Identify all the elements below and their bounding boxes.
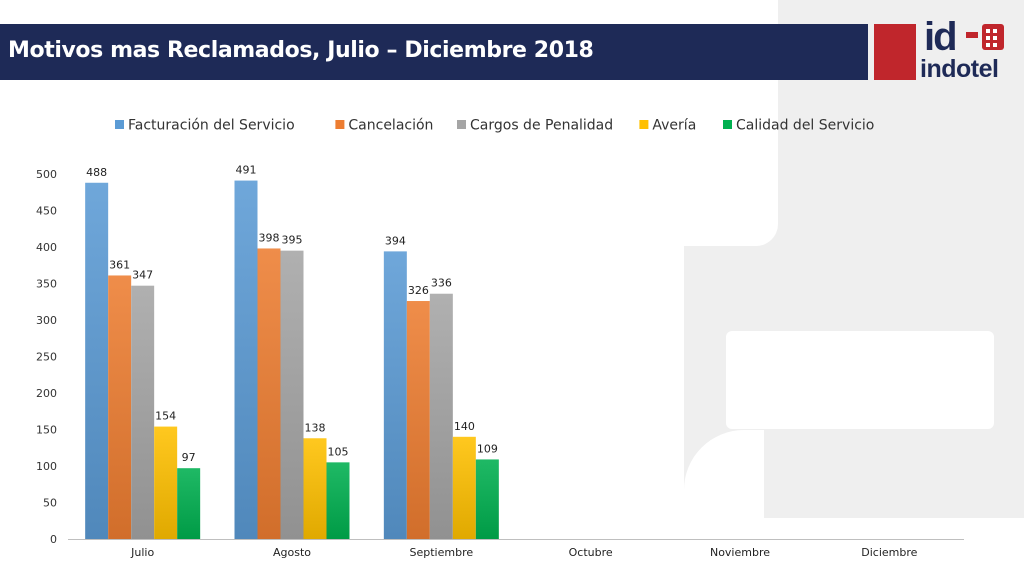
data-label-averia-julio: 154 bbox=[155, 410, 176, 423]
x-tick-label-julio: Julio bbox=[130, 546, 154, 559]
logo-grid-icon bbox=[966, 24, 1004, 50]
bar-averia-agosto bbox=[303, 438, 327, 539]
data-label-cargos-de-penalidad-julio: 347 bbox=[132, 269, 153, 282]
x-tick-label-agosto: Agosto bbox=[273, 546, 311, 559]
y-axis: 0 50 100 150 200 250 300 350 400 450 500 bbox=[36, 168, 57, 546]
bar-averia-septiembre bbox=[452, 436, 476, 539]
data-label-facturacion-del-servicio-septiembre: 394 bbox=[385, 234, 406, 247]
legend-label-facturacion-del-servicio: Facturación del Servicio bbox=[128, 118, 295, 134]
title-bar bbox=[0, 24, 868, 80]
legend-swatch-cancelacion bbox=[335, 120, 345, 129]
data-label-facturacion-del-servicio-agosto: 491 bbox=[236, 164, 257, 177]
legend-swatch-facturacion-del-servicio bbox=[115, 120, 124, 129]
bar-cargos-de-penalidad-agosto bbox=[280, 250, 304, 539]
indotel-logo: id indotel bbox=[920, 16, 1010, 84]
y-tick-label: 100 bbox=[36, 460, 57, 473]
y-tick-label: 50 bbox=[43, 497, 57, 510]
legend-label-averia: Avería bbox=[652, 118, 696, 134]
x-tick-label-diciembre: Diciembre bbox=[861, 546, 917, 559]
legend-swatch-cargos-de-penalidad bbox=[457, 120, 466, 129]
y-tick-label: 450 bbox=[36, 205, 57, 218]
data-label-cancelacion-septiembre: 326 bbox=[408, 284, 429, 297]
bar-cargos-de-penalidad-septiembre bbox=[429, 293, 453, 539]
y-tick-label: 200 bbox=[36, 387, 57, 400]
logo-red-block bbox=[874, 24, 916, 80]
background-white-bottom-right bbox=[684, 518, 1024, 576]
bar-facturacion-del-servicio-agosto bbox=[234, 180, 258, 539]
bar-calidad-del-servicio-agosto bbox=[326, 462, 350, 539]
y-tick-label: 500 bbox=[36, 168, 57, 181]
x-tick-label-octubre: Octubre bbox=[569, 546, 613, 559]
y-tick-label: 150 bbox=[36, 424, 57, 437]
data-label-cancelacion-julio: 361 bbox=[109, 258, 130, 271]
data-label-calidad-del-servicio-agosto: 105 bbox=[328, 445, 349, 458]
bar-cancelacion-septiembre bbox=[406, 301, 430, 539]
data-label-facturacion-del-servicio-julio: 488 bbox=[86, 166, 107, 179]
bar-averia-julio bbox=[154, 426, 178, 539]
bars bbox=[85, 180, 499, 539]
bar-cancelacion-agosto bbox=[257, 248, 281, 539]
x-axis: Julio Agosto Septiembre Octubre Noviembre Dic… bbox=[68, 539, 964, 559]
data-label-cancelacion-agosto: 398 bbox=[259, 231, 280, 244]
y-tick-label: 250 bbox=[36, 351, 57, 364]
data-label-cargos-de-penalidad-septiembre: 336 bbox=[431, 277, 452, 290]
data-label-cargos-de-penalidad-agosto: 395 bbox=[282, 234, 303, 247]
chart-legend: Facturación del Servicio Cancelación Cargo… bbox=[115, 118, 874, 134]
bar-facturacion-del-servicio-julio bbox=[85, 182, 109, 539]
background-card bbox=[726, 331, 994, 429]
bar-calidad-del-servicio-septiembre bbox=[475, 459, 499, 539]
y-tick-label: 400 bbox=[36, 241, 57, 254]
logo-wordmark: indotel bbox=[920, 55, 999, 83]
legend-swatch-averia bbox=[639, 120, 649, 129]
legend-label-cargos-de-penalidad: Cargos de Penalidad bbox=[470, 118, 613, 134]
legend-label-calidad-del-servicio: Calidad del Servicio bbox=[736, 118, 874, 134]
data-label-calidad-del-servicio-septiembre: 109 bbox=[477, 442, 498, 455]
bar-calidad-del-servicio-julio bbox=[177, 468, 201, 539]
legend-label-cancelacion: Cancelación bbox=[348, 118, 433, 134]
bar-facturacion-del-servicio-septiembre bbox=[383, 251, 407, 539]
bar-cancelacion-julio bbox=[108, 275, 132, 539]
bar-cargos-de-penalidad-julio bbox=[131, 285, 155, 539]
data-label-averia-agosto: 138 bbox=[305, 421, 326, 434]
page-title: Motivos mas Reclamados, Julio – Diciembr… bbox=[8, 38, 594, 63]
data-label-calidad-del-servicio-julio: 97 bbox=[182, 451, 196, 464]
y-tick-label: 0 bbox=[50, 533, 57, 546]
legend-swatch-calidad-del-servicio bbox=[723, 120, 732, 129]
y-tick-label: 350 bbox=[36, 278, 57, 291]
x-tick-label-septiembre: Septiembre bbox=[410, 546, 474, 559]
logo-id-mark: id bbox=[924, 15, 958, 59]
data-label-averia-septiembre: 140 bbox=[454, 420, 475, 433]
x-tick-label-noviembre: Noviembre bbox=[710, 546, 770, 559]
y-tick-label: 300 bbox=[36, 314, 57, 327]
